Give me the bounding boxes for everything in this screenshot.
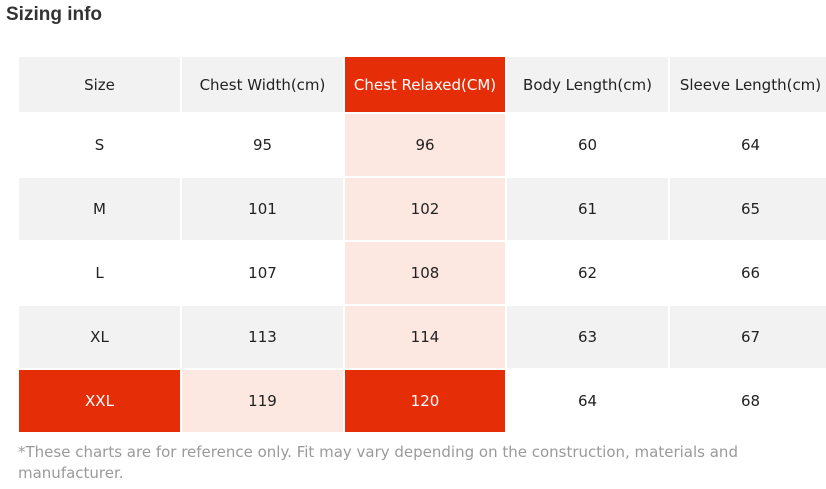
column-header-body-length: Body Length(cm)	[507, 57, 668, 112]
table-cell: 62	[507, 242, 668, 304]
table-cell: 101	[182, 178, 343, 240]
table-cell: 113	[182, 306, 343, 368]
table-cell-size: S	[19, 114, 180, 176]
table-row: S 95 96 60 64	[19, 114, 826, 176]
sizing-table: Size Chest Width(cm) Chest Relaxed(CM) B…	[17, 55, 826, 434]
table-cell-highlighted: 120	[345, 370, 505, 432]
table-cell: 119	[182, 370, 343, 432]
table-cell: 64	[670, 114, 826, 176]
column-header-chest-width: Chest Width(cm)	[182, 57, 343, 112]
table-cell-size-highlighted: XXL	[19, 370, 180, 432]
table-row: M 101 102 61 65	[19, 178, 826, 240]
table-cell: 96	[345, 114, 505, 176]
table-cell: 61	[507, 178, 668, 240]
reference-note: *These charts are for reference only. Fi…	[18, 443, 738, 482]
table-cell: 67	[670, 306, 826, 368]
column-header-chest-relaxed: Chest Relaxed(CM)	[345, 57, 505, 112]
column-header-sleeve-length: Sleeve Length(cm)	[670, 57, 826, 112]
table-cell-size: XL	[19, 306, 180, 368]
table-cell: 60	[507, 114, 668, 176]
table-header-row: Size Chest Width(cm) Chest Relaxed(CM) B…	[19, 57, 826, 112]
column-header-size: Size	[19, 57, 180, 112]
table-cell-size: M	[19, 178, 180, 240]
table-cell: 68	[670, 370, 826, 432]
table-cell: 108	[345, 242, 505, 304]
table-cell-size: L	[19, 242, 180, 304]
table-cell: 102	[345, 178, 505, 240]
table-cell: 107	[182, 242, 343, 304]
table-row: L 107 108 62 66	[19, 242, 826, 304]
table-row: XL 113 114 63 67	[19, 306, 826, 368]
table-cell: 66	[670, 242, 826, 304]
table-row-highlighted: XXL 119 120 64 68	[19, 370, 826, 432]
table-cell: 114	[345, 306, 505, 368]
table-cell: 63	[507, 306, 668, 368]
page-title: Sizing info	[6, 4, 103, 25]
table-cell: 95	[182, 114, 343, 176]
table-cell: 65	[670, 178, 826, 240]
table-cell: 64	[507, 370, 668, 432]
